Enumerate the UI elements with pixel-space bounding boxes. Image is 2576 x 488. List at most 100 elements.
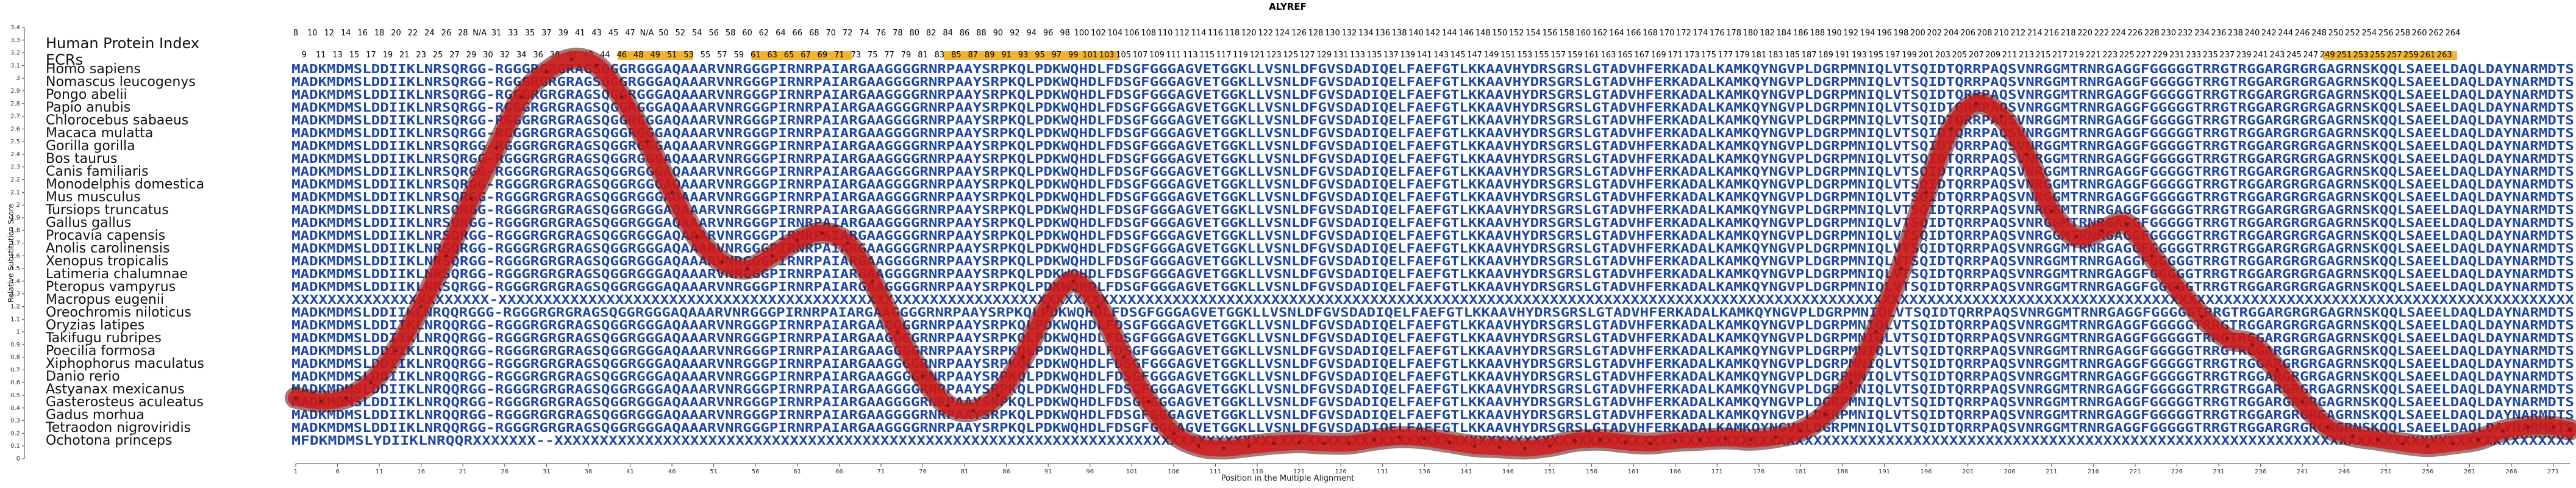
human-index-number: 56 [708, 29, 719, 38]
y-tick-label: 2.5 [10, 138, 20, 145]
score-point [2100, 228, 2104, 232]
ecr-number: 13 [332, 51, 343, 60]
human-index-number: 144 [1442, 29, 1457, 38]
human-index-number: 124 [1275, 29, 1290, 38]
ecr-number: 203 [1935, 51, 1950, 60]
score-point [294, 396, 298, 400]
human-index-number: 148 [1475, 29, 1491, 38]
x-tick-label: 266 [2505, 468, 2517, 475]
ecr-number: 25 [433, 51, 443, 60]
human-index-number: 222 [2094, 29, 2110, 38]
ecr-band-2 [943, 51, 1119, 60]
human-index-number: 204 [1944, 29, 1959, 38]
x-tick-label: 91 [1044, 468, 1052, 475]
human-index-number: 35 [525, 29, 535, 38]
human-index-number: 258 [2395, 29, 2410, 38]
sequence-row: MADKMDMSLDDIIKLNRSQRGG-RGGGRGRGRAGSQGGRG… [291, 138, 2574, 153]
score-point [2250, 342, 2254, 346]
ecr-number: 211 [2002, 51, 2018, 60]
score-point [369, 381, 373, 385]
human-index-number: 102 [1091, 29, 1106, 38]
y-tick-label: 1.7 [10, 240, 20, 247]
ecr-number: 179 [1735, 51, 1750, 60]
score-point [1949, 127, 1953, 131]
human-index-number: N/A [473, 29, 487, 38]
chart-title: ALYREF [1269, 1, 1307, 12]
human-index-number: 98 [1060, 29, 1070, 38]
score-point [745, 267, 749, 271]
human-index-number: 96 [1043, 29, 1054, 38]
ecr-number: 235 [2203, 51, 2218, 60]
ecr-number: 225 [2119, 51, 2135, 60]
y-tick-label: 2.7 [10, 113, 20, 120]
score-point [1322, 442, 1326, 446]
x-tick-label: 81 [961, 468, 969, 475]
score-point [2325, 425, 2330, 429]
y-tick-label: 1.2 [10, 303, 20, 310]
ecr-number: 253 [2353, 51, 2369, 60]
human-index-number: 146 [1458, 29, 1474, 38]
human-index-number: 88 [976, 29, 987, 38]
substitution-score-line [285, 48, 2576, 460]
ecr-number: 223 [2102, 51, 2118, 60]
x-tick-label: 51 [710, 468, 718, 475]
human-index-number: 76 [876, 29, 887, 38]
human-index-number: 12 [324, 29, 335, 38]
ecr-number: 73 [851, 51, 862, 60]
x-tick-label: 241 [2297, 468, 2308, 475]
ecr-number: 171 [1668, 51, 1683, 60]
score-point [2425, 444, 2430, 448]
y-tick-label: 3 [16, 75, 20, 82]
score-point [544, 70, 549, 74]
score-point [1222, 447, 1226, 451]
human-index-number: 240 [2244, 29, 2260, 38]
score-point [2024, 152, 2028, 156]
x-tick-label: 121 [1293, 468, 1305, 475]
human-index-number: 168 [1643, 29, 1658, 38]
human-index-number: 66 [793, 29, 803, 38]
ecr-number: 93 [1018, 51, 1029, 60]
ecr-number: 119 [1233, 51, 1248, 60]
sequence-row: MADKMDMSLDDIIKLNRSQRGG-RGGGRGRGRAGSQGGRG… [291, 113, 2574, 127]
y-tick-label: 3.2 [10, 50, 20, 57]
score-point [1522, 447, 1527, 451]
sequence-row: MADKMDMSLDDIIKLNRSQRGG-RGGGRGRGRAGSQGGRG… [291, 228, 2574, 243]
score-point [1121, 355, 1126, 359]
x-tick-label: 86 [1002, 468, 1010, 475]
ecr-number: 177 [1718, 51, 1733, 60]
human-index-number: 134 [1358, 29, 1374, 38]
human-index-number: 200 [1910, 29, 1925, 38]
species-label: Pongo abelii [46, 87, 127, 102]
ecr-number: 207 [1969, 51, 1984, 60]
human-index-number: N/A [640, 29, 654, 38]
score-point [2568, 428, 2572, 432]
y-tick-label: 2.6 [10, 126, 20, 132]
ecr-band-0 [617, 51, 693, 60]
ecr-number: 81 [918, 51, 928, 60]
ecr-number: 69 [818, 51, 828, 60]
score-point [1774, 435, 1778, 439]
ecr-number: 97 [1052, 51, 1062, 60]
ecr-number: 261 [2420, 51, 2435, 60]
ecr-number: 121 [1250, 51, 1265, 60]
human-index-number: 106 [1124, 29, 1140, 38]
human-index-number: 92 [1010, 29, 1020, 38]
ecr-number: 167 [1634, 51, 1649, 60]
human-index-number: 156 [1543, 29, 1558, 38]
human-index-number: 126 [1291, 29, 1307, 38]
ecr-number: 95 [1035, 51, 1045, 60]
ecr-number: 137 [1383, 51, 1399, 60]
human-index-number: 108 [1141, 29, 1156, 38]
ecr-number: 191 [1835, 51, 1850, 60]
score-point [1021, 355, 1026, 359]
score-point [1799, 429, 1803, 433]
x-tick-label: 36 [585, 468, 593, 475]
ecr-number: 227 [2136, 51, 2151, 60]
y-tick-label: 0.9 [10, 342, 20, 348]
ecr-number: 175 [1701, 51, 1716, 60]
y-tick-label: 1.8 [10, 228, 20, 234]
x-tick-label: 16 [417, 468, 425, 475]
score-point [1698, 437, 1702, 442]
score-point [2526, 425, 2530, 429]
